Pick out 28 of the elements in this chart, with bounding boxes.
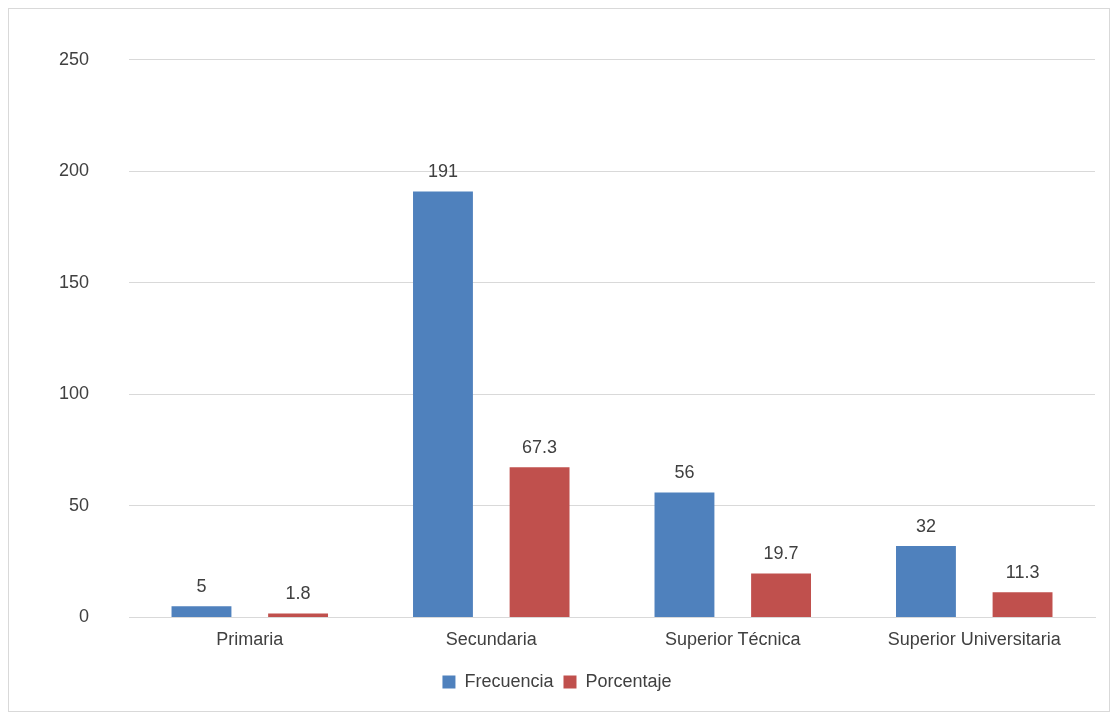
data-label: 1.8	[285, 583, 311, 604]
bar	[413, 191, 473, 617]
bar	[896, 546, 956, 617]
x-tick-label: Superior Universitaria	[887, 629, 1062, 650]
bar	[654, 492, 715, 617]
bar	[268, 613, 329, 617]
bar	[509, 467, 570, 617]
x-tick-label: Primaria	[216, 629, 285, 650]
y-tick-label: 150	[58, 271, 90, 292]
y-tick-label: 200	[58, 160, 90, 181]
y-tick-label: 250	[58, 48, 90, 69]
legend-label: Porcentaje	[585, 670, 672, 691]
data-label: 11.3	[1005, 562, 1040, 583]
y-tick-label: 100	[58, 383, 90, 404]
data-label: 5	[196, 576, 207, 597]
y-tick-label: 0	[79, 606, 90, 627]
bar	[751, 573, 812, 617]
x-tick-label: Superior Técnica	[664, 629, 802, 650]
y-tick-label: 50	[69, 494, 90, 515]
data-label: 32	[915, 516, 936, 536]
bar	[992, 592, 1053, 617]
data-label: 56	[674, 462, 695, 483]
data-label: 67.3	[522, 437, 558, 458]
data-label: 191	[427, 161, 458, 182]
bar	[171, 606, 232, 617]
legend-label: Frecuencia	[464, 670, 555, 691]
data-label: 19.7	[763, 543, 799, 564]
x-tick-label: Secundaria	[445, 629, 538, 650]
